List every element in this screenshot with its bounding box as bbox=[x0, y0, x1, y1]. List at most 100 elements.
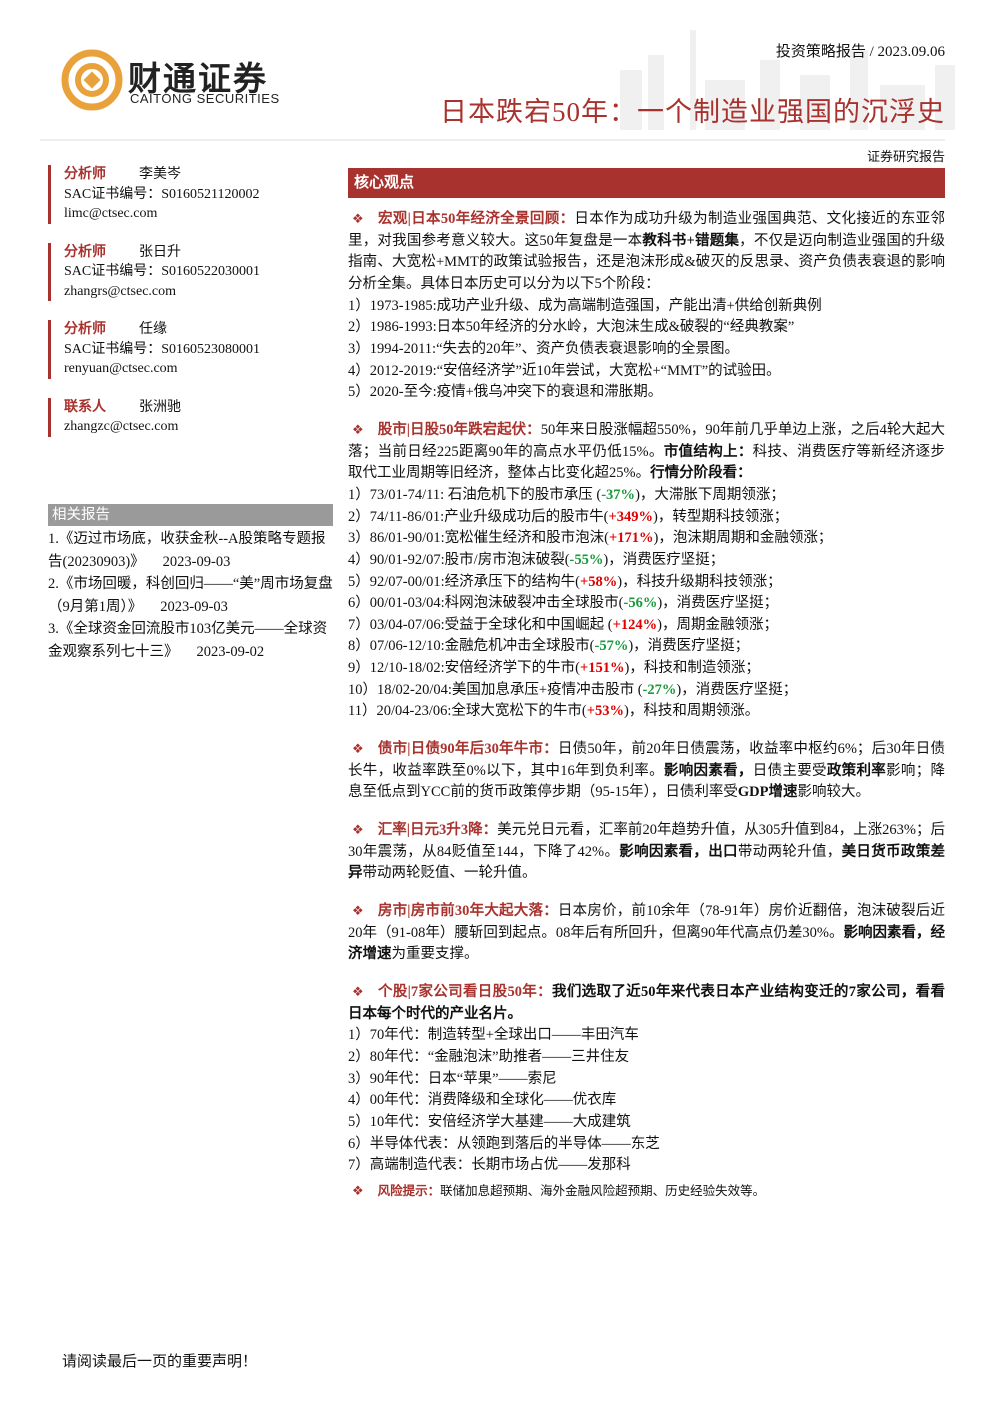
text-run: )，泡沫期周期和金融领涨； bbox=[653, 530, 833, 547]
section-item: 3）86/01-90/01:宽松催生经济和股市泡沫(+171%)，泡沫期周期和金… bbox=[348, 528, 945, 550]
text-run: )，消费医疗坚挺； bbox=[628, 638, 750, 655]
analyst-name: 张洲驰 bbox=[139, 399, 181, 415]
section-paragraph: ❖ 宏观|日本50年经济全景回顾：日本作为成功升级为制造业强国典范、文化接近的东亚… bbox=[348, 208, 945, 296]
section-item: 10）18/02-20/04:美国加息承压+疫情冲击股市 (-27%)，消费医疗… bbox=[348, 680, 945, 702]
section-item: 5）92/07-00/01:经济承压下的结构牛(+58%)，科技升级期科技领涨； bbox=[348, 572, 945, 594]
section-item: 9）12/10-18/02:安倍经济学下的牛市(+151%)，科技和制造领涨； bbox=[348, 658, 945, 680]
text-run: 4）00年代：消费降级和全球化——优衣库 bbox=[348, 1092, 617, 1109]
analyst-email: limc@ctsec.com bbox=[64, 206, 158, 221]
text-run: 房市|房市前30年大起大落： bbox=[377, 903, 558, 920]
text-run: )，科技和制造领涨； bbox=[624, 660, 760, 677]
text-run: 带动两轮升值， bbox=[737, 843, 842, 860]
section-item: 5）2020-至今:疫情+俄乌冲突下的衰退和滞胀期。 bbox=[348, 382, 945, 404]
core-views: 核心观点 ❖ 宏观|日本50年经济全景回顾：日本作为成功升级为制造业强国典范、文化… bbox=[348, 168, 945, 1200]
analyst-row: 分析师 任缘 bbox=[64, 320, 333, 340]
text-run: 影响；降息至低点到YCC前的货币政策停步期（95-15年），日债利率受 bbox=[348, 762, 946, 801]
section-item: 1）70年代：制造转型+全球出口——丰田汽车 bbox=[348, 1025, 945, 1047]
bullet: ❖ bbox=[352, 211, 364, 226]
text-run: 4）90/01-92/07:股市/房市泡沫破裂( bbox=[348, 551, 570, 568]
bullet: ❖ bbox=[352, 421, 364, 437]
related-item-date: 2023-09-03 bbox=[162, 553, 231, 570]
text-run: 1）1973-1985:成功产业升级、成为高端制造强国，产能出清+供给创新典例 bbox=[348, 297, 822, 314]
text-run: 个股|7家公司看日股50年： bbox=[378, 984, 552, 1000]
text-run: 9）12/10-18/02:安倍经济学下的牛市( bbox=[348, 660, 580, 677]
section-item: 1）73/01-74/11: 石油危机下的股市承压 (-37%)，大滞胀下周期领… bbox=[348, 485, 945, 507]
bullet: ❖ bbox=[352, 1182, 364, 1198]
section-paragraph: ❖ 汇率|日元3升3降：美元兑日元看，汇率前20年趋势升值，从305升值到84，上… bbox=[348, 819, 945, 885]
analyst-role: 联系人 bbox=[64, 399, 106, 415]
section-paragraph: ❖ 债市|日债90年后30年牛市：日债50年，前20年日债震荡，收益率中枢约6%；… bbox=[348, 738, 945, 804]
text-run: -37% bbox=[601, 486, 636, 503]
related-item: 1.《迈过市场底，收获金秋--A股策略专题报告(20230903)》 2023-0… bbox=[48, 528, 333, 573]
text-run: +53% bbox=[586, 703, 624, 720]
section: ❖ 债市|日债90年后30年牛市：日债50年，前20年日债震荡，收益率中枢约6%；… bbox=[348, 738, 945, 804]
bullet: ❖ bbox=[352, 984, 364, 999]
text-run: 6）00/01-03/04:科网泡沫破裂冲击全球股市( bbox=[348, 595, 624, 612]
related-reports: 相关报告 1.《迈过市场底，收获金秋--A股策略专题报告(20230903)》 2… bbox=[48, 504, 333, 663]
footer: 请阅读最后一页的重要声明！ bbox=[62, 1354, 258, 1370]
text-run: -56% bbox=[623, 595, 658, 612]
text-run: 影响因素看， bbox=[663, 762, 753, 779]
logo-subtext: CAITONG SECURITIES bbox=[130, 91, 280, 106]
report-type: 投资策略报告 / 2023.09.06 bbox=[775, 44, 945, 60]
section-item: 7）03/04-07/06:受益于全球化和中国崛起 (+124%)，周期金融领涨… bbox=[348, 615, 945, 637]
header-art bbox=[40, 30, 955, 141]
text-run: 5）92/07-00/01:经济承压下的结构牛( bbox=[348, 573, 580, 590]
section: ❖ 宏观|日本50年经济全景回顾：日本作为成功升级为制造业强国典范、文化接近的东亚… bbox=[348, 208, 945, 404]
report-title: 日本跌宕50年：一个制造业强国的沉浮史 bbox=[440, 97, 945, 127]
section-item: 8）07/06-12/10:金融危机冲击全球股市(-57%)，消费医疗坚挺； bbox=[348, 636, 945, 658]
text-run: 影响较大。 bbox=[797, 784, 871, 801]
bullet: ❖ bbox=[352, 822, 364, 838]
section-paragraph: ❖ 股市|日股50年跌宕起伏：50年来日股涨幅超550%，90年前几乎单边上涨，之… bbox=[348, 419, 945, 485]
related-item: 2.《市场回暖，科创回归——“美”周市场复盘（9月第1周）》 2023-09-03 bbox=[48, 573, 333, 618]
analyst: 分析师 任缘 SAC证书编号：S0160523080001 renyuan@ctsec… bbox=[48, 320, 333, 379]
text-run: 汇率|日元3升3降： bbox=[377, 822, 498, 839]
text-run: )，消费医疗坚挺； bbox=[603, 551, 725, 568]
text-run: )，周期金融领涨； bbox=[657, 616, 778, 633]
analyst-email: zhangzc@ctsec.com bbox=[64, 419, 179, 434]
analyst-name: 张日升 bbox=[139, 244, 181, 260]
text-run: 2）74/11-86/01:产业升级成功后的股市牛( bbox=[348, 508, 609, 525]
text-run: 2）80年代：“金融泡沫”助推者——三井住友 bbox=[348, 1048, 630, 1065]
text-run: 1）70年代：制造转型+全球出口——丰田汽车 bbox=[348, 1027, 639, 1044]
text-run: 日债50年，前20年日债震荡，收益率中枢约6%；后30年日债长牛，收益率跌至0%… bbox=[348, 741, 945, 779]
text-run: 教科书+错题集 bbox=[642, 232, 740, 249]
text-run: -55% bbox=[569, 551, 604, 568]
section-item: 11）20/04-23/06:全球大宽松下的牛市(+53%)，科技和周期领涨。 bbox=[348, 701, 945, 723]
text-run: 联储加息超预期、海外金融风险超预期、历史经验失效等。 bbox=[440, 1183, 766, 1198]
analyst-name: 任缘 bbox=[139, 322, 167, 337]
related-item: 3.《全球资金回流股市103亿美元——全球资金观察系列七十三》 2023-09-0… bbox=[48, 618, 333, 663]
section: ❖ 股市|日股50年跌宕起伏：50年来日股涨幅超550%，90年前几乎单边上涨，之… bbox=[348, 419, 945, 723]
text-run: 政策利率 bbox=[826, 762, 887, 779]
analyst: 分析师 张日升 SAC证书编号：S0160522030001 zhangrs@ctse… bbox=[48, 242, 333, 301]
text-run: +349% bbox=[608, 508, 653, 525]
text-run: 债市|日债90年后30年牛市： bbox=[377, 741, 558, 758]
text-run: 日本作为成功升级为制造业强国典范、文化接近的东亚邻里，对我国参考意义较大。这50… bbox=[348, 211, 946, 249]
text-run: GDP增速 bbox=[737, 784, 798, 801]
section-item: 3）90年代：日本“苹果”——索尼 bbox=[348, 1069, 945, 1091]
section-item: 2）1986-1993:日本50年经济的分水岭，大泡沫生成&破裂的“经典教案” bbox=[348, 317, 945, 339]
related-item-title: 2.《市场回暖，科创回归——“美”周市场复盘（9月第1周）》 bbox=[48, 576, 333, 615]
text-run: 为重要支撑。 bbox=[391, 946, 479, 963]
section-item: 3）1994-2011:“失去的20年”、资产负债表衰退影响的全景图。 bbox=[348, 339, 945, 361]
analyst-role: 分析师 bbox=[64, 244, 106, 260]
section-item: 4）2012-2019:“安倍经济学”近10年尝试，大宽松+“MMT”的试验田。 bbox=[348, 361, 945, 383]
risk-note: ❖ 风险提示：联储加息超预期、海外金融风险超预期、历史经验失效等。 bbox=[348, 1182, 945, 1200]
text-run: 科技、消费医疗等新经济逐步取代工业周期等旧经济，整体占比变化超25%。 bbox=[348, 443, 945, 482]
section: ❖ 个股|7家公司看日股50年：我们选取了近50年来代表日本产业结构变迁的7家公司… bbox=[348, 981, 945, 1177]
text-run: 7）高端制造代表：长期市场占优——发那科 bbox=[348, 1157, 631, 1174]
report-label: 证券研究报告 bbox=[866, 149, 945, 164]
text-run: 5）2020-至今:疫情+俄乌冲突下的衰退和滞胀期。 bbox=[348, 384, 663, 401]
text-run: )，转型期科技领涨； bbox=[652, 508, 789, 525]
section-item: 4）90/01-92/07:股市/房市泡沫破裂(-55%)，消费医疗坚挺； bbox=[348, 550, 945, 572]
analyst-row: 分析师 李美岑 bbox=[64, 165, 333, 185]
analyst-row: 分析师 张日升 bbox=[64, 243, 333, 263]
text-run: 日债主要受 bbox=[752, 762, 827, 779]
section-paragraph: ❖ 房市|房市前30年大起大落：日本房价，前10余年（78-91年）房价近翻倍，泡… bbox=[348, 900, 945, 966]
text-run: 美元兑日元看，汇率前20年趋势升值，从305升值到84，上涨263%；后30年震… bbox=[348, 822, 946, 860]
text-run: 7）03/04-07/06:受益于全球化和中国崛起 ( bbox=[348, 616, 613, 633]
analyst-email: zhangrs@ctsec.com bbox=[64, 283, 177, 299]
analyst-cert: SAC证书编号：S0160521120002 bbox=[64, 186, 260, 202]
bullet: ❖ bbox=[352, 741, 364, 757]
